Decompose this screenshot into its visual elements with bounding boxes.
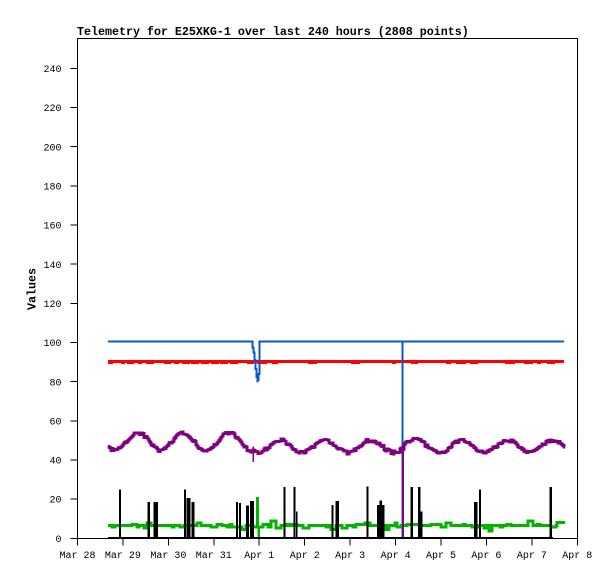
svg-text:Apr 1: Apr 1 [244,551,274,562]
svg-text:220: 220 [43,104,61,115]
svg-text:20: 20 [49,496,61,507]
svg-text:140: 140 [43,261,61,272]
svg-text:Apr 4: Apr 4 [381,551,411,562]
svg-text:180: 180 [43,182,61,193]
svg-text:Apr 7: Apr 7 [517,551,547,562]
svg-text:40: 40 [49,457,61,468]
svg-text:Mar 29: Mar 29 [105,551,141,562]
svg-text:80: 80 [49,378,61,389]
svg-text:Apr 2: Apr 2 [290,551,320,562]
svg-text:Telemetry for E25XKG-1 over la: Telemetry for E25XKG-1 over last 240 hou… [77,25,469,39]
svg-text:Apr 6: Apr 6 [471,551,501,562]
svg-text:Apr 3: Apr 3 [335,551,365,562]
svg-text:200: 200 [43,143,61,154]
svg-text:Mar 30: Mar 30 [150,551,186,562]
svg-text:0: 0 [55,535,61,546]
svg-text:100: 100 [43,339,61,350]
svg-text:160: 160 [43,222,61,233]
svg-text:60: 60 [49,417,61,428]
svg-text:Mar 28: Mar 28 [59,551,95,562]
svg-text:Mar 31: Mar 31 [196,551,232,562]
svg-text:Apr 5: Apr 5 [426,551,456,562]
svg-text:Values: Values [25,268,39,310]
svg-text:240: 240 [43,65,61,76]
svg-text:120: 120 [43,300,61,311]
svg-text:Apr 8: Apr 8 [562,551,592,562]
